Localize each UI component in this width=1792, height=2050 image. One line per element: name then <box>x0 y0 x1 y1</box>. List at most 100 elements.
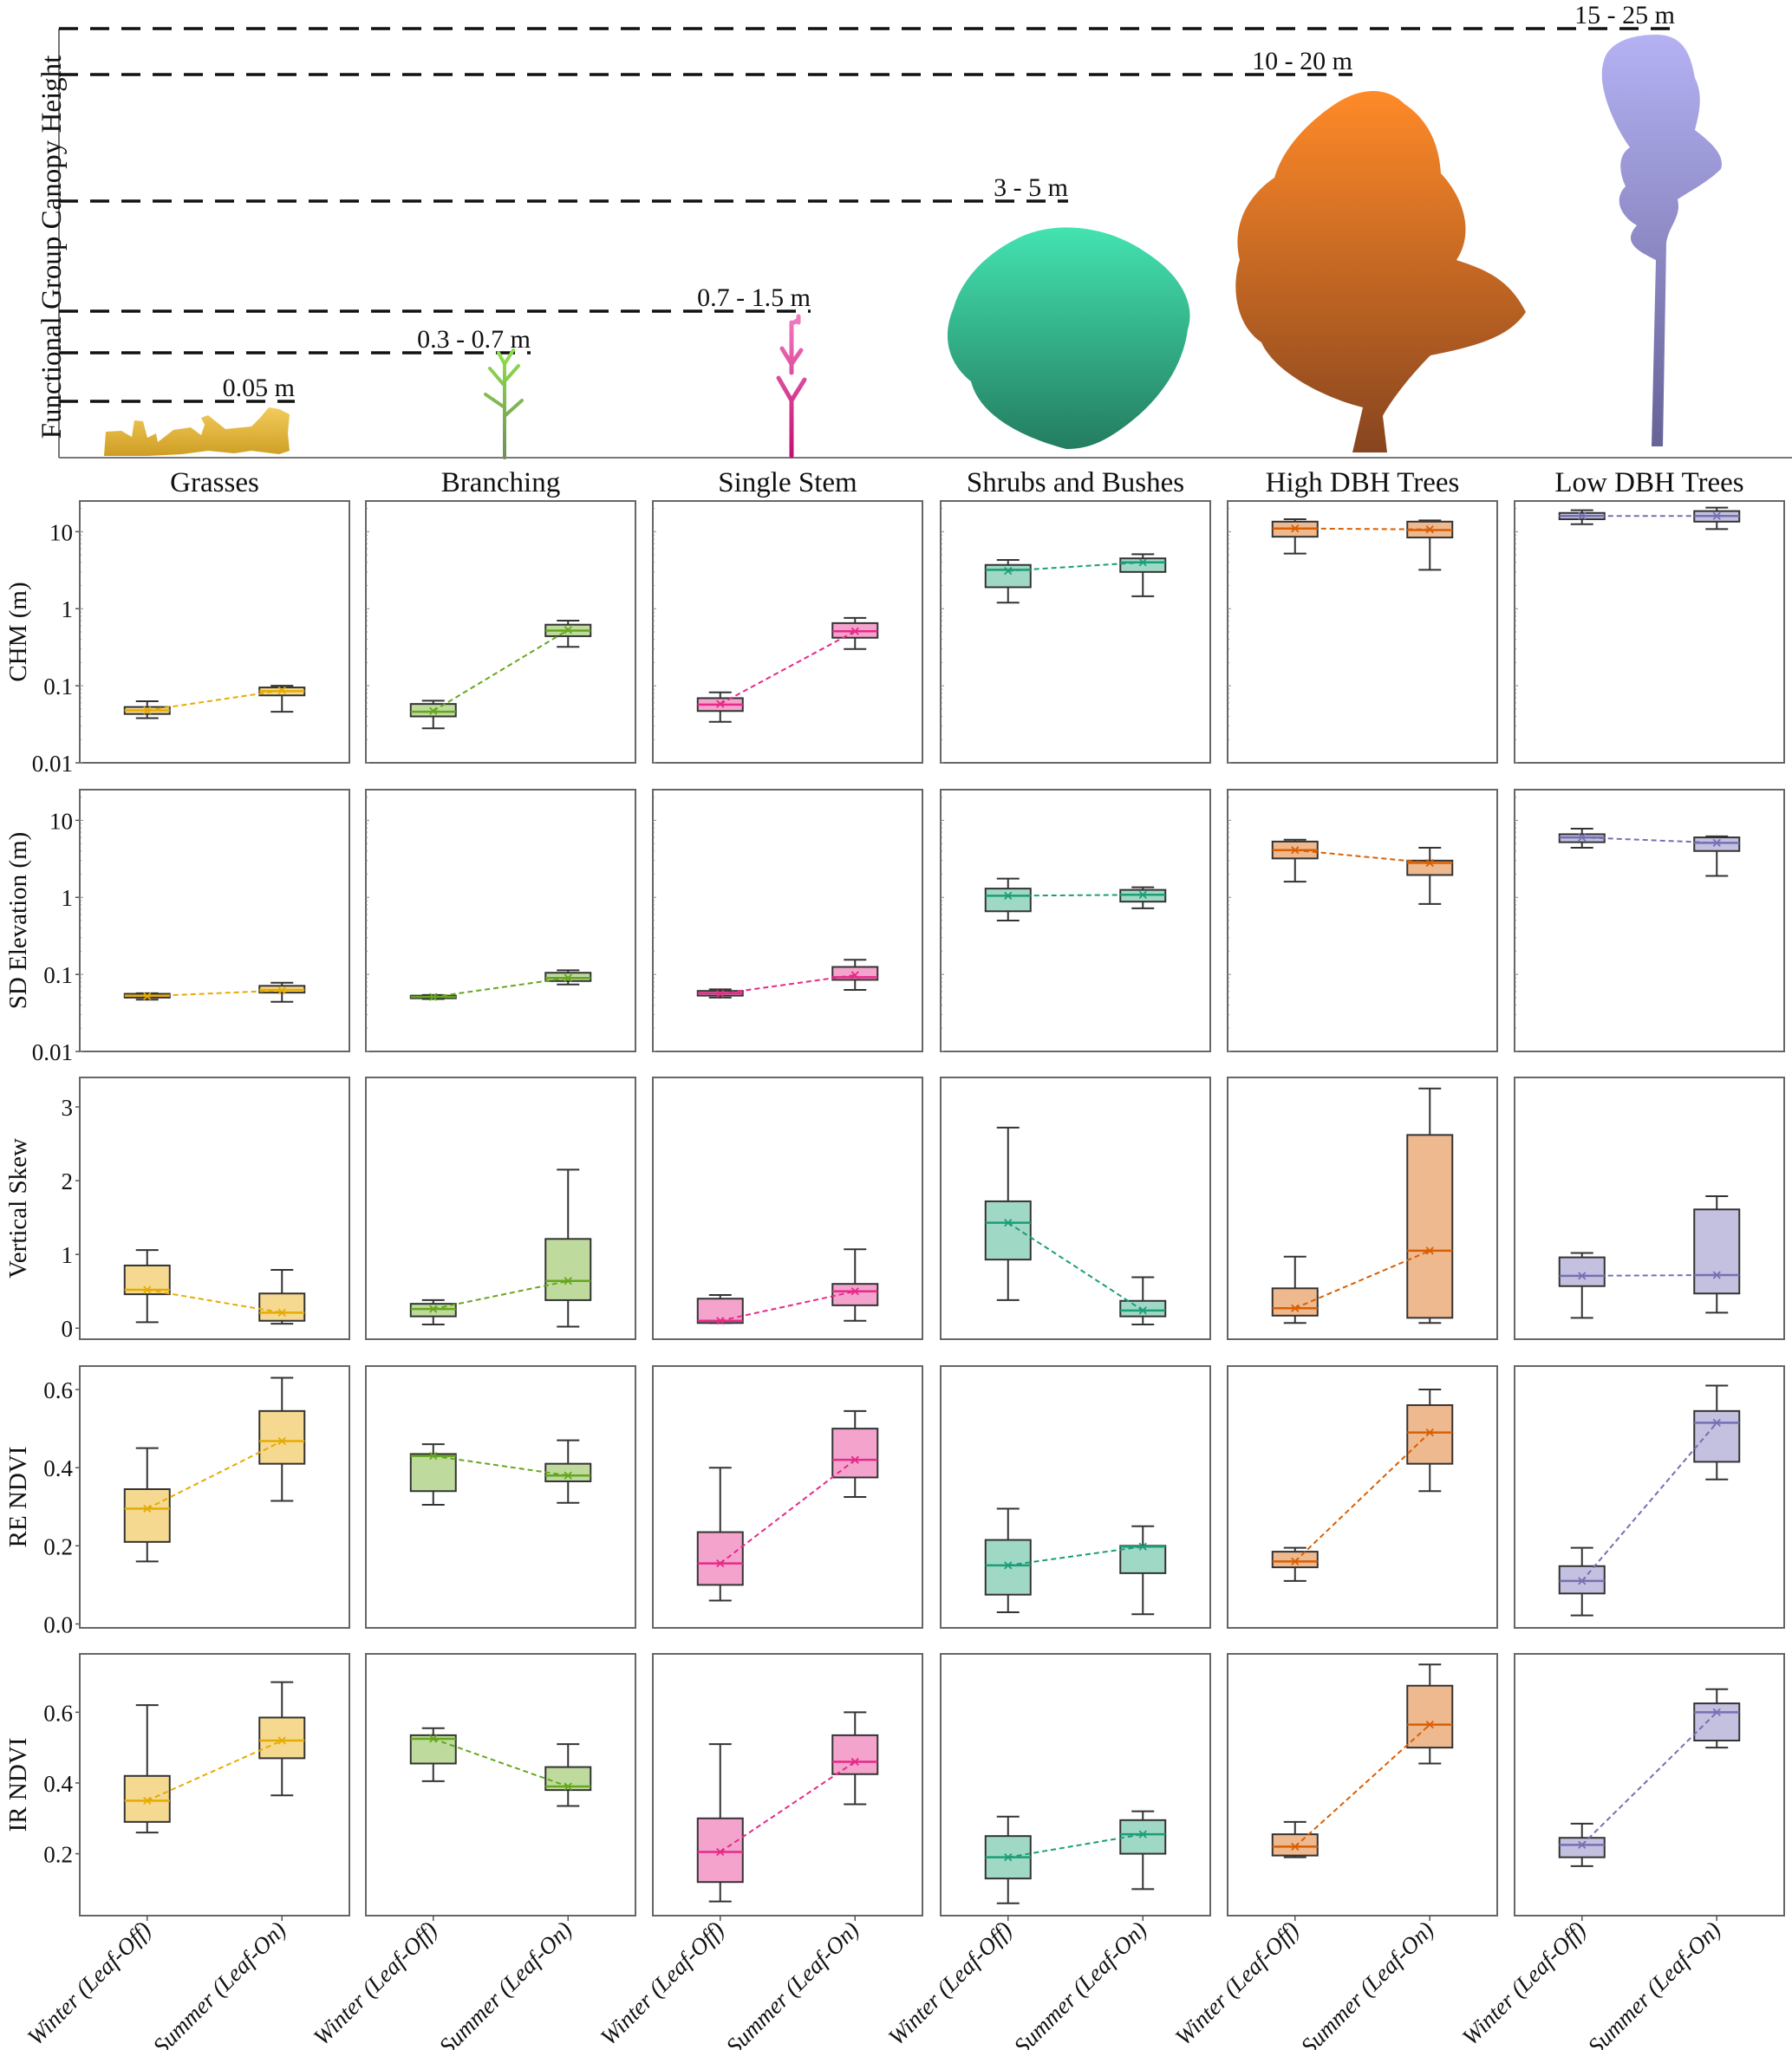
subplot-chm-m-shrubs-and-bushes <box>940 500 1211 764</box>
subplot-sd-elevation-m-branching <box>365 789 636 1052</box>
iqr-box <box>1406 859 1454 876</box>
height-label-high-dbh-trees: 10 - 20 m <box>1252 47 1352 75</box>
mean-marker <box>1425 858 1434 868</box>
mean-connector <box>1581 1711 1717 1846</box>
y-tick-label: 0.01 <box>32 1039 73 1065</box>
canopy-height-panel: Functional Group Canopy Height 0.05 m 0.3… <box>36 1 1792 459</box>
mean-marker <box>429 1452 438 1461</box>
top-panel-ylabel: Functional Group Canopy Height <box>36 55 68 439</box>
subplot-sd-elevation-m-grasses <box>79 789 350 1052</box>
box-winter-leaf-off <box>696 1743 744 1903</box>
x-tick-label-winter-leaf-off: Winter (Leaf-Off) <box>883 1917 1017 2050</box>
x-tick-label-summer-leaf-on: Summer (Leaf-On) <box>1009 1917 1152 2050</box>
y-tick-label: 0 <box>62 1316 74 1342</box>
height-label-low-dbh-trees: 15 - 25 m <box>1574 1 1675 29</box>
subplot-re-ndvi-grasses <box>79 1365 350 1629</box>
subplot-frame <box>1514 1365 1785 1629</box>
iqr-box <box>1406 1134 1454 1319</box>
iqr-box <box>1693 1208 1741 1295</box>
box-winter-leaf-off <box>409 1727 457 1782</box>
iqr-box <box>409 1303 457 1318</box>
mean-connector <box>147 1440 283 1510</box>
y-tick-label: 0.01 <box>32 751 73 777</box>
subplot-frame <box>79 1077 350 1340</box>
y-tick-label: 2 <box>62 1168 74 1194</box>
iqr-box <box>984 563 1032 589</box>
iqr-box <box>984 1539 1032 1596</box>
subplot-frame <box>652 789 923 1052</box>
subplot-chm-m-branching <box>365 500 636 764</box>
mean-connector <box>147 1289 283 1314</box>
subplot-frame <box>940 1365 1211 1629</box>
metric-label-ir-ndvi: IR NDVI <box>4 1738 32 1832</box>
mean-connector <box>147 1740 283 1802</box>
subplot-ir-ndvi-shrubs-and-bushes <box>940 1653 1211 1921</box>
mean-marker <box>564 1471 572 1480</box>
low-dbh-tree-pointcloud-illustration <box>1601 35 1722 446</box>
iqr-box <box>831 1283 879 1306</box>
x-tick-label-winter-leaf-off: Winter (Leaf-Off) <box>1170 1917 1304 2050</box>
metric-label-re-ndvi: RE NDVI <box>4 1447 32 1548</box>
subplot-ir-ndvi-low-dbh-trees <box>1514 1653 1785 1921</box>
box-winter-leaf-off <box>1558 1252 1606 1319</box>
subplot-frame <box>1227 1077 1498 1340</box>
iqr-box <box>1693 1409 1741 1463</box>
grasses-pointcloud-illustration <box>104 407 290 456</box>
mean-connector <box>720 1459 856 1565</box>
box-summer-leaf-on <box>258 1376 306 1502</box>
metric-label-chm-m: CHM (m) <box>4 582 32 681</box>
box-summer-leaf-on <box>1693 1384 1741 1481</box>
iqr-box <box>1406 1684 1454 1749</box>
y-tick-label: 3 <box>62 1095 74 1121</box>
subplot-frame <box>365 789 636 1052</box>
mean-marker <box>1578 833 1587 842</box>
box-winter-leaf-off <box>984 1815 1032 1904</box>
x-tick-label-winter-leaf-off: Winter (Leaf-Off) <box>1457 1917 1591 2050</box>
y-tick-label: 1 <box>62 1242 74 1268</box>
subplot-ir-ndvi-high-dbh-trees <box>1227 1653 1498 1921</box>
y-tick-label: 10 <box>49 519 73 545</box>
mean-marker <box>850 971 859 979</box>
mean-connector <box>1007 1221 1144 1311</box>
iqr-box <box>1119 1299 1167 1318</box>
iqr-box <box>1119 557 1167 573</box>
height-label-shrubs-and-bushes: 3 - 5 m <box>994 173 1068 202</box>
subplot-frame <box>940 789 1211 1052</box>
mean-connector <box>1581 1273 1717 1277</box>
box-summer-leaf-on <box>831 616 879 650</box>
iqr-box <box>696 1298 744 1324</box>
subplot-vertical-skew-grasses <box>79 1077 350 1340</box>
iqr-box <box>258 1716 306 1760</box>
subplot-vertical-skew-shrubs-and-bushes <box>940 1077 1211 1340</box>
mean-connector <box>1007 561 1144 572</box>
x-tick-label-winter-leaf-off: Winter (Leaf-Off) <box>23 1917 156 2050</box>
iqr-box <box>831 1428 879 1479</box>
mean-connector <box>1581 836 1717 844</box>
iqr-box <box>984 888 1032 913</box>
iqr-box <box>696 1531 744 1586</box>
subplot-sd-elevation-m-shrubs-and-bushes <box>940 789 1211 1052</box>
subplot-sd-elevation-m-high-dbh-trees <box>1227 789 1498 1052</box>
x-tick-label-summer-leaf-on: Summer (Leaf-On) <box>1583 1917 1726 2050</box>
subplot-frame <box>365 1077 636 1340</box>
box-summer-leaf-on <box>258 1269 306 1325</box>
box-winter-leaf-off <box>696 691 744 723</box>
metric-label-sd-elevation-m: SD Elevation (m) <box>4 832 32 1010</box>
subplot-re-ndvi-branching <box>365 1365 636 1629</box>
mean-marker <box>277 686 286 695</box>
mean-connector <box>720 1290 856 1322</box>
group-title-low-dbh-trees: Low DBH Trees <box>1554 467 1743 498</box>
mean-connector <box>1007 1833 1144 1858</box>
iqr-box <box>544 1462 592 1482</box>
subplot-frame <box>1514 1077 1785 1340</box>
iqr-box <box>1271 1551 1319 1569</box>
subplot-re-ndvi-single-stem <box>652 1365 923 1629</box>
box-summer-leaf-on <box>1406 847 1454 905</box>
box-winter-leaf-off <box>984 1126 1032 1301</box>
iqr-box <box>1271 1833 1319 1857</box>
x-tick-label-winter-leaf-off: Winter (Leaf-Off) <box>596 1917 729 2050</box>
box-summer-leaf-on <box>831 1711 879 1806</box>
subplot-vertical-skew-high-dbh-trees <box>1227 1077 1498 1340</box>
subplot-frame <box>365 500 636 764</box>
x-tick-label-summer-leaf-on: Summer (Leaf-On) <box>1296 1917 1439 2050</box>
